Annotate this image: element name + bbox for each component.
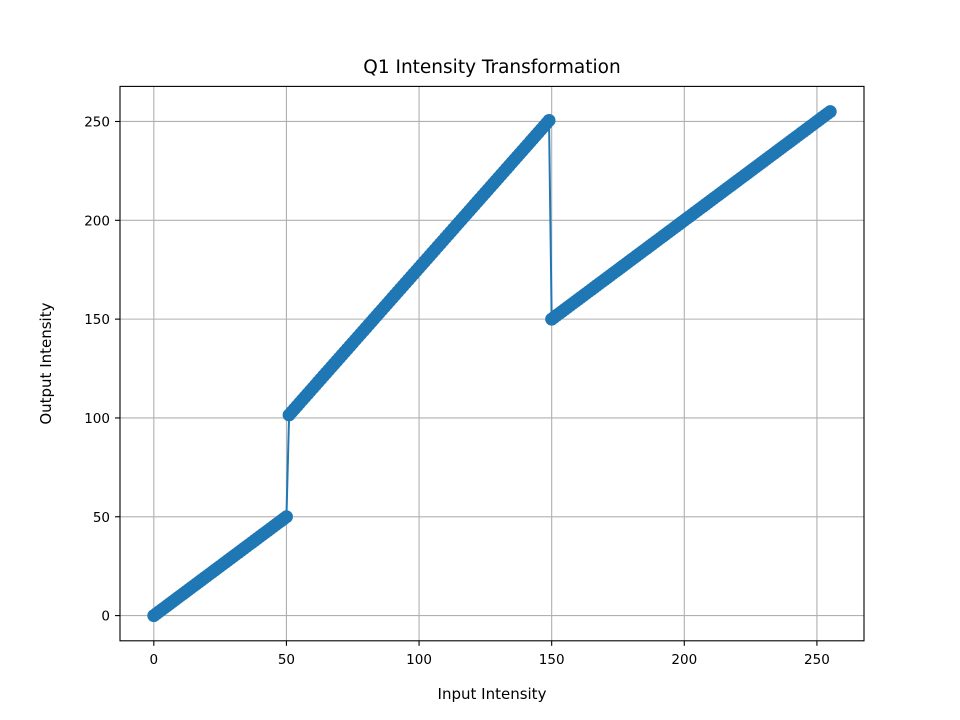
data-point (823, 105, 837, 119)
x-tick-label: 0 (150, 652, 159, 668)
data-point (279, 510, 293, 524)
data-series (147, 105, 837, 623)
axis-ticks: 0 50 100 150 200 250 0 50 100 150 200 250 (84, 114, 830, 667)
data-point (542, 114, 556, 128)
y-tick-label: 50 (93, 510, 110, 526)
y-tick-label: 100 (84, 411, 110, 427)
y-tick-label: 0 (101, 609, 110, 625)
x-tick-label: 200 (671, 652, 697, 668)
x-axis-label: Input Intensity (438, 685, 547, 703)
x-tick-label: 100 (406, 652, 432, 668)
grid-lines (120, 86, 864, 641)
y-tick-label: 200 (84, 213, 110, 229)
x-tick-label: 150 (539, 652, 565, 668)
x-tick-label: 50 (278, 652, 295, 668)
plot-frame (119, 85, 865, 642)
y-tick-label: 250 (84, 114, 110, 130)
y-tick-label: 150 (84, 312, 110, 328)
x-tick-label: 250 (804, 652, 830, 668)
chart-title: Q1 Intensity Transformation (363, 57, 620, 78)
y-axis-label: Output Intensity (37, 302, 55, 424)
